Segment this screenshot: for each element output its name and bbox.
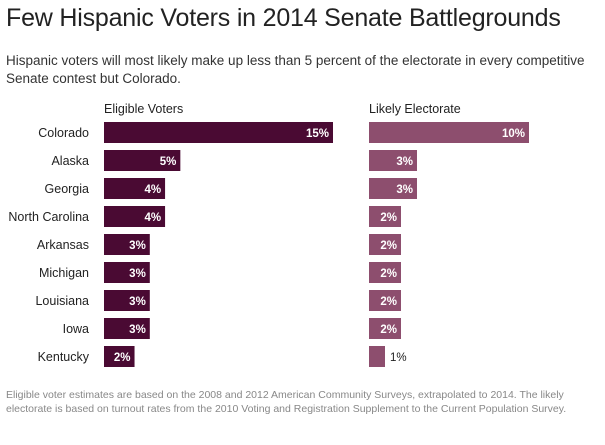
category-label-louisiana: Louisiana bbox=[35, 294, 89, 308]
bar-eligible-kentucky bbox=[104, 346, 135, 367]
data-label-eligible-arkansas: 3% bbox=[129, 240, 146, 252]
bar-eligible-alaska bbox=[104, 150, 181, 171]
bar-likely-iowa bbox=[369, 318, 401, 339]
category-label-iowa: Iowa bbox=[63, 322, 89, 336]
data-label-likely-north-carolina: 2% bbox=[380, 212, 397, 224]
data-label-eligible-michigan: 3% bbox=[129, 268, 146, 280]
data-label-eligible-colorado: 15% bbox=[306, 128, 329, 140]
data-label-eligible-alaska: 5% bbox=[160, 156, 177, 168]
bar-likely-louisiana bbox=[369, 290, 401, 311]
chart-subtitle: Hispanic voters will most likely make up… bbox=[6, 53, 585, 86]
category-label-alaska: Alaska bbox=[51, 154, 89, 168]
source-note: Eligible voter estimates are based on th… bbox=[6, 389, 567, 415]
bar-eligible-arkansas bbox=[104, 234, 150, 255]
column-header-likely-electorate: Likely Electorate bbox=[369, 102, 461, 116]
category-label-michigan: Michigan bbox=[39, 266, 89, 280]
bar-eligible-louisiana bbox=[104, 290, 150, 311]
bar-eligible-georgia bbox=[104, 178, 166, 199]
data-label-eligible-louisiana: 3% bbox=[129, 296, 146, 308]
data-label-eligible-iowa: 3% bbox=[129, 324, 146, 336]
data-label-likely-iowa: 2% bbox=[380, 324, 397, 336]
data-label-likely-michigan: 2% bbox=[380, 268, 397, 280]
chart-title: Few Hispanic Voters in 2014 Senate Battl… bbox=[6, 4, 561, 32]
bar-eligible-colorado bbox=[104, 122, 333, 143]
bar-likely-colorado bbox=[369, 122, 529, 143]
data-label-eligible-north-carolina: 4% bbox=[144, 212, 161, 224]
bar-eligible-iowa bbox=[104, 318, 150, 339]
data-label-eligible-georgia: 4% bbox=[144, 184, 161, 196]
category-label-colorado: Colorado bbox=[38, 126, 89, 140]
bar-likely-arkansas bbox=[369, 234, 401, 255]
category-label-georgia: Georgia bbox=[45, 182, 90, 196]
category-label-north-carolina: North Carolina bbox=[8, 210, 89, 224]
data-label-eligible-kentucky: 2% bbox=[114, 352, 131, 364]
data-label-likely-louisiana: 2% bbox=[380, 296, 397, 308]
category-label-kentucky: Kentucky bbox=[38, 350, 90, 364]
data-label-likely-colorado: 10% bbox=[502, 128, 525, 140]
bar-eligible-north-carolina bbox=[104, 206, 166, 227]
data-label-likely-kentucky: 1% bbox=[390, 352, 407, 364]
data-label-likely-alaska: 3% bbox=[396, 156, 413, 168]
bar-likely-alaska bbox=[369, 150, 417, 171]
category-label-arkansas: Arkansas bbox=[37, 238, 89, 252]
bar-likely-kentucky bbox=[369, 346, 385, 367]
data-label-likely-arkansas: 2% bbox=[380, 240, 397, 252]
bar-likely-michigan bbox=[369, 262, 401, 283]
bar-likely-georgia bbox=[369, 178, 417, 199]
column-header-eligible-voters: Eligible Voters bbox=[104, 102, 184, 116]
bar-likely-north-carolina bbox=[369, 206, 401, 227]
data-label-likely-georgia: 3% bbox=[396, 184, 413, 196]
bar-eligible-michigan bbox=[104, 262, 150, 283]
